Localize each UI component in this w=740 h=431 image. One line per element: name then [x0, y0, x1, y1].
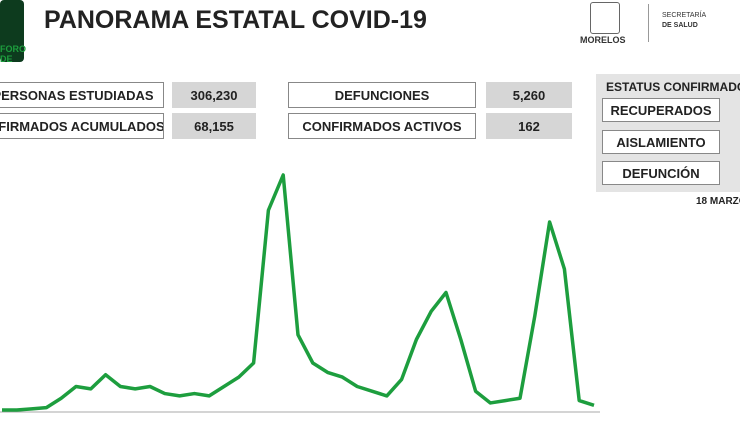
agency: DE SALUD: [662, 22, 698, 29]
stat-label: CONFIRMADOS ACTIVOS: [288, 113, 476, 139]
stat-value: 68,155: [172, 113, 256, 139]
logo-text: DE: [0, 54, 13, 64]
stat-label: DEFUNCIONES: [288, 82, 476, 108]
logo-text: FORO: [0, 44, 26, 54]
logo-left: [0, 0, 24, 62]
date: 18 MARZO: [696, 196, 740, 207]
crest: [590, 2, 620, 34]
stat-value: 306,230: [172, 82, 256, 108]
stat-label: PERSONAS ESTUDIADAS: [0, 82, 164, 108]
agency: SECRETARÍA: [662, 12, 707, 19]
status-label: AISLAMIENTO: [602, 130, 720, 154]
title: PANORAMA ESTATAL COVID-19: [44, 6, 427, 34]
status-title: ESTATUS CONFIRMADOS: [606, 80, 740, 94]
state-name: MORELOS: [580, 35, 626, 45]
status-label: RECUPERADOS: [602, 98, 720, 122]
divider: [648, 4, 649, 42]
stat-label: CONFIRMADOS ACUMULADOS: [0, 113, 164, 139]
line: [2, 173, 595, 412]
stat-value: 162: [486, 113, 572, 139]
status-label: DEFUNCIÓN: [602, 161, 720, 185]
stat-value: 5,260: [486, 82, 572, 108]
